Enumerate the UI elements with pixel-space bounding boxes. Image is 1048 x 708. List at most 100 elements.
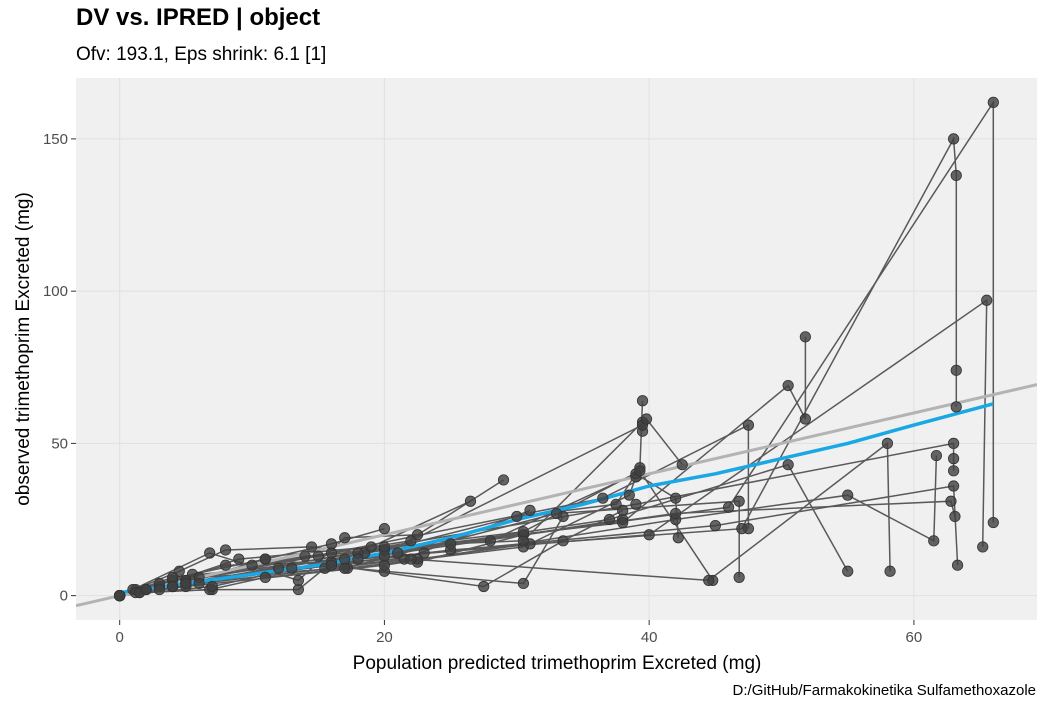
- y-tick-label: 100: [43, 283, 68, 300]
- y-tick-label: 150: [43, 131, 68, 148]
- data-point: [524, 504, 536, 516]
- data-point: [930, 449, 942, 462]
- data-point: [610, 498, 622, 510]
- data-point: [733, 495, 745, 507]
- data-point: [405, 535, 417, 547]
- chart-title: DV vs. IPRED | object: [76, 4, 321, 31]
- data-point: [206, 580, 218, 593]
- data-point: [640, 413, 653, 425]
- data-point: [950, 401, 962, 413]
- data-point: [987, 516, 999, 529]
- data-point: [478, 580, 490, 593]
- data-point: [286, 562, 298, 574]
- data-point: [272, 562, 285, 574]
- data-point: [799, 331, 811, 343]
- data-point: [597, 492, 609, 504]
- data-point: [259, 571, 271, 583]
- data-point: [114, 590, 126, 602]
- data-point: [670, 492, 682, 504]
- data-point: [643, 529, 655, 541]
- data-point: [782, 379, 794, 392]
- data-point: [517, 526, 530, 538]
- data-point: [977, 541, 989, 553]
- data-point: [948, 465, 960, 477]
- x-tick-label: 60: [906, 629, 923, 646]
- data-point: [246, 559, 258, 571]
- data-point: [378, 523, 391, 535]
- data-point: [928, 535, 940, 547]
- data-point: [140, 583, 152, 596]
- data-point: [193, 577, 205, 590]
- data-point: [550, 507, 563, 520]
- data-point: [312, 550, 324, 562]
- data-point: [842, 565, 854, 577]
- x-tick-label: 0: [116, 629, 124, 646]
- data-point: [557, 535, 569, 547]
- y-tick-label: 0: [60, 588, 68, 605]
- data-point: [292, 574, 304, 587]
- data-point: [603, 513, 616, 526]
- data-point: [325, 547, 338, 559]
- y-tick-label: 50: [51, 435, 68, 452]
- data-point: [259, 553, 271, 565]
- data-point: [636, 395, 649, 407]
- data-point: [881, 437, 894, 449]
- data-point: [948, 453, 960, 465]
- data-point: [676, 459, 688, 471]
- y-axis-title: observed trimethoprim Excreted (mg): [13, 192, 34, 506]
- data-point: [630, 498, 642, 510]
- chart-subtitle: Ofv: 193.1, Eps shrink: 6.1 [1]: [76, 44, 327, 65]
- data-point: [948, 437, 960, 449]
- data-point: [339, 553, 351, 565]
- data-point: [378, 559, 391, 571]
- data-point: [842, 489, 854, 501]
- data-point: [950, 364, 962, 376]
- data-point: [299, 550, 311, 562]
- data-point: [981, 294, 993, 306]
- data-point: [670, 507, 682, 520]
- data-point: [672, 532, 684, 544]
- identity-line: [76, 383, 1037, 608]
- data-point: [709, 520, 721, 532]
- data-point: [949, 510, 961, 523]
- data-point: [445, 538, 457, 550]
- data-point: [497, 474, 510, 486]
- data-point: [987, 96, 999, 108]
- chart-caption: D:/GitHub/Farmakokinetika Sulfamethoxazo…: [732, 682, 1036, 699]
- data-point: [884, 565, 896, 577]
- data-point: [634, 465, 646, 477]
- data-point: [736, 523, 748, 535]
- data-point: [392, 547, 404, 559]
- data-point: [722, 501, 735, 513]
- data-point: [945, 495, 957, 507]
- data-point: [233, 553, 245, 565]
- x-axis-title: Population predicted trimethoprim Excret…: [353, 653, 762, 674]
- data-point: [703, 574, 715, 587]
- data-point: [365, 541, 377, 553]
- data-layer: [76, 96, 1037, 608]
- data-point: [948, 480, 960, 492]
- data-point: [204, 547, 216, 559]
- data-point: [219, 559, 232, 571]
- data-point: [950, 169, 962, 182]
- data-point: [517, 577, 530, 590]
- data-point: [306, 541, 318, 553]
- data-point: [167, 580, 179, 593]
- data-point: [339, 532, 351, 544]
- data-point: [325, 559, 338, 571]
- data-point: [219, 544, 232, 556]
- x-tick-label: 40: [641, 629, 658, 646]
- data-point: [153, 583, 165, 596]
- data-point: [405, 553, 417, 565]
- data-point: [464, 495, 477, 507]
- x-tick-label: 20: [376, 629, 393, 646]
- data-point: [742, 419, 755, 431]
- data-point: [951, 559, 964, 571]
- data-point: [352, 553, 364, 565]
- data-point: [799, 413, 811, 425]
- data-point: [484, 535, 496, 547]
- data-point: [948, 133, 960, 145]
- data-point: [511, 510, 523, 523]
- data-point: [180, 577, 192, 590]
